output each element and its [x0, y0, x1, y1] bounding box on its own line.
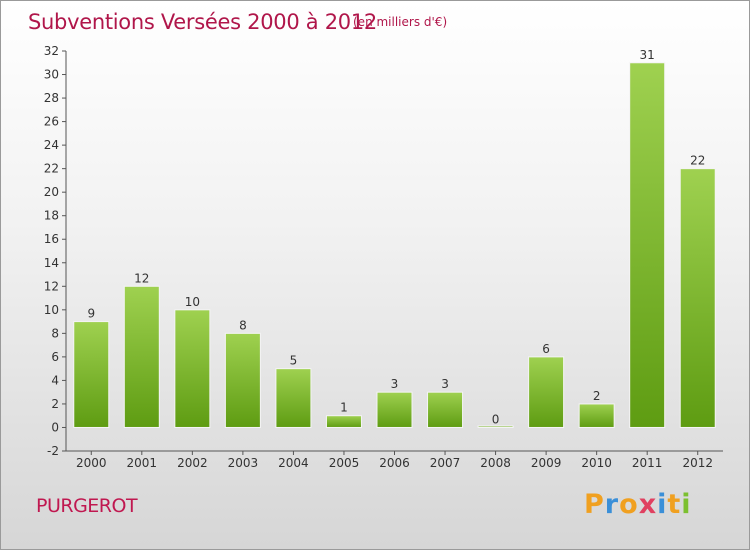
bar-2009 — [528, 356, 565, 428]
y-tick-label: 24 — [44, 138, 59, 152]
x-tick-label: 2003 — [228, 456, 259, 470]
x-tick-label: 2002 — [177, 456, 208, 470]
y-tick-label: -2 — [47, 444, 59, 458]
chart-unit-label: (en milliers d'€) — [353, 15, 448, 29]
bar-2000 — [73, 321, 110, 428]
y-tick-label: 8 — [51, 326, 59, 340]
bar-2006 — [376, 391, 413, 428]
chart-title: Subventions Versées 2000 à 2012 — [28, 10, 377, 34]
x-tick-label: 2010 — [581, 456, 612, 470]
x-tick-label: 2007 — [430, 456, 461, 470]
y-tick-label: 10 — [44, 303, 59, 317]
brand-letter: P — [584, 489, 605, 520]
bar-value-label: 6 — [542, 342, 550, 356]
x-tick-label: 2006 — [379, 456, 410, 470]
brand-letter: o — [619, 489, 639, 520]
bar-value-label: 9 — [87, 307, 95, 321]
y-tick-label: 32 — [44, 44, 59, 58]
bar-2005 — [325, 415, 362, 428]
y-tick-label: 0 — [51, 420, 59, 434]
y-tick-label: 26 — [44, 115, 59, 129]
x-tick-label: 2004 — [278, 456, 309, 470]
y-tick-label: 6 — [51, 350, 59, 364]
y-tick-label: 4 — [51, 373, 59, 387]
commune-name: PURGEROT — [36, 495, 138, 517]
brand-letter: t — [667, 489, 682, 520]
bar-value-label: 3 — [391, 377, 399, 391]
bar-2004 — [275, 368, 312, 428]
x-tick-label: 2011 — [632, 456, 663, 470]
y-tick-label: 2 — [51, 397, 59, 411]
x-tick-label: 2005 — [329, 456, 360, 470]
bar-value-label: 8 — [239, 318, 247, 332]
chart-bars — [73, 62, 716, 428]
bar-value-label: 12 — [134, 271, 149, 285]
y-tick-label: 14 — [44, 256, 59, 270]
x-tick-label: 2000 — [76, 456, 107, 470]
bar-value-label: 0 — [492, 412, 500, 426]
bar-2010 — [578, 403, 615, 428]
y-tick-label: 28 — [44, 91, 59, 105]
bar-2003 — [224, 332, 261, 428]
x-tick-label: 2012 — [682, 456, 713, 470]
bar-2007 — [427, 391, 464, 428]
y-tick-label: 22 — [44, 162, 59, 176]
x-tick-label: 2001 — [127, 456, 158, 470]
x-tick-label: 2008 — [480, 456, 511, 470]
bar-value-label: 1 — [340, 401, 348, 415]
brand-letter: x — [638, 489, 658, 520]
bar-value-label: 22 — [690, 154, 705, 168]
bar-value-label: 10 — [185, 295, 200, 309]
bar-value-label: 31 — [640, 48, 655, 62]
chart-labels: 9200012200110200282003520041200532006320… — [76, 48, 713, 470]
bar-2002 — [174, 309, 211, 428]
bar-value-label: 2 — [593, 389, 601, 403]
bar-value-label: 3 — [441, 377, 449, 391]
y-tick-label: 12 — [44, 279, 59, 293]
brand-logo: Proxiti — [584, 489, 692, 520]
bar-2012 — [679, 168, 716, 428]
bar-2011 — [629, 62, 666, 428]
y-tick-label: 30 — [44, 68, 59, 82]
y-tick-label: 16 — [44, 232, 59, 246]
brand-letter: i — [657, 489, 668, 520]
bar-2001 — [123, 285, 160, 428]
y-tick-label: 20 — [44, 185, 59, 199]
bar-2008 — [477, 425, 514, 428]
y-tick-label: 18 — [44, 209, 59, 223]
x-tick-label: 2009 — [531, 456, 562, 470]
brand-letter: r — [604, 489, 620, 520]
bar-value-label: 5 — [290, 354, 298, 368]
brand-letter: i — [681, 489, 692, 520]
